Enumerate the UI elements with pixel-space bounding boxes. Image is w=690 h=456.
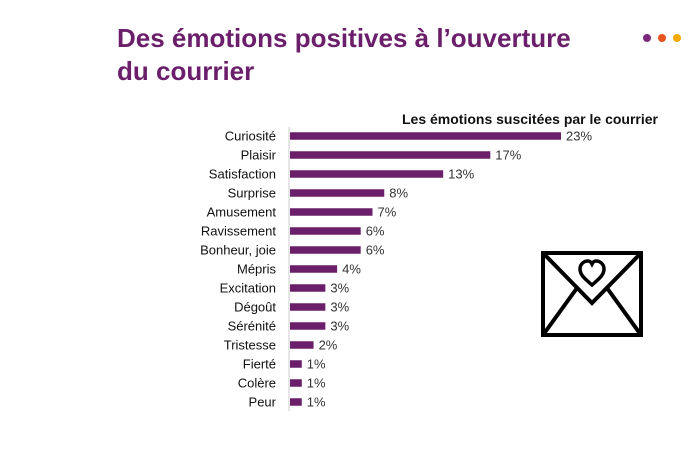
- bar: [290, 227, 361, 235]
- bar: [290, 265, 338, 273]
- decorative-dots: [643, 34, 681, 42]
- bar: [290, 189, 385, 197]
- category-label: Sérénité: [228, 319, 276, 334]
- category-label: Ravissement: [201, 224, 277, 239]
- dot-purple: [643, 34, 651, 42]
- page-title: Des émotions positives à l’ouverture du …: [117, 23, 571, 86]
- category-label: Plaisir: [241, 148, 277, 163]
- value-label: 17%: [495, 148, 521, 163]
- value-label: 13%: [448, 167, 474, 182]
- bar: [290, 379, 302, 387]
- category-label: Curiosité: [225, 129, 276, 144]
- envelope-heart-icon: [541, 251, 643, 337]
- value-label: 6%: [366, 224, 385, 239]
- category-label: Tristesse: [224, 338, 276, 353]
- value-label: 3%: [330, 281, 349, 296]
- bar: [290, 398, 302, 406]
- value-label: 4%: [342, 262, 361, 277]
- value-label: 3%: [330, 319, 349, 334]
- bar: [290, 151, 491, 159]
- bar: [290, 341, 314, 349]
- bar: [290, 303, 326, 311]
- bar: [290, 170, 444, 178]
- bar: [290, 360, 302, 368]
- value-label: 8%: [389, 186, 408, 201]
- dot-yellow: [673, 34, 681, 42]
- value-label: 1%: [307, 376, 326, 391]
- bar: [290, 208, 373, 216]
- bar: [290, 132, 561, 140]
- value-label: 1%: [307, 357, 326, 372]
- category-label: Excitation: [220, 281, 276, 296]
- bar: [290, 322, 326, 330]
- bars-group: Curiosité 23% Plaisir 17% Satisfaction 13% Sur…: [200, 129, 592, 410]
- bar: [290, 246, 361, 254]
- category-label: Dégoût: [234, 300, 276, 315]
- value-label: 3%: [330, 300, 349, 315]
- category-label: Fierté: [243, 357, 276, 372]
- value-label: 23%: [566, 129, 592, 144]
- category-label: Amusement: [207, 205, 277, 220]
- category-label: Surprise: [228, 186, 276, 201]
- dot-orange: [658, 34, 666, 42]
- bar: [290, 284, 326, 292]
- category-label: Satisfaction: [209, 167, 276, 182]
- value-label: 1%: [307, 395, 326, 410]
- chart-title: Les émotions suscitées par le courrier: [402, 111, 658, 127]
- category-label: Mépris: [237, 262, 277, 277]
- category-label: Bonheur, joie: [200, 243, 276, 258]
- value-label: 6%: [366, 243, 385, 258]
- category-label: Colère: [238, 376, 276, 391]
- value-label: 2%: [319, 338, 338, 353]
- category-label: Peur: [249, 395, 277, 410]
- value-label: 7%: [377, 205, 396, 220]
